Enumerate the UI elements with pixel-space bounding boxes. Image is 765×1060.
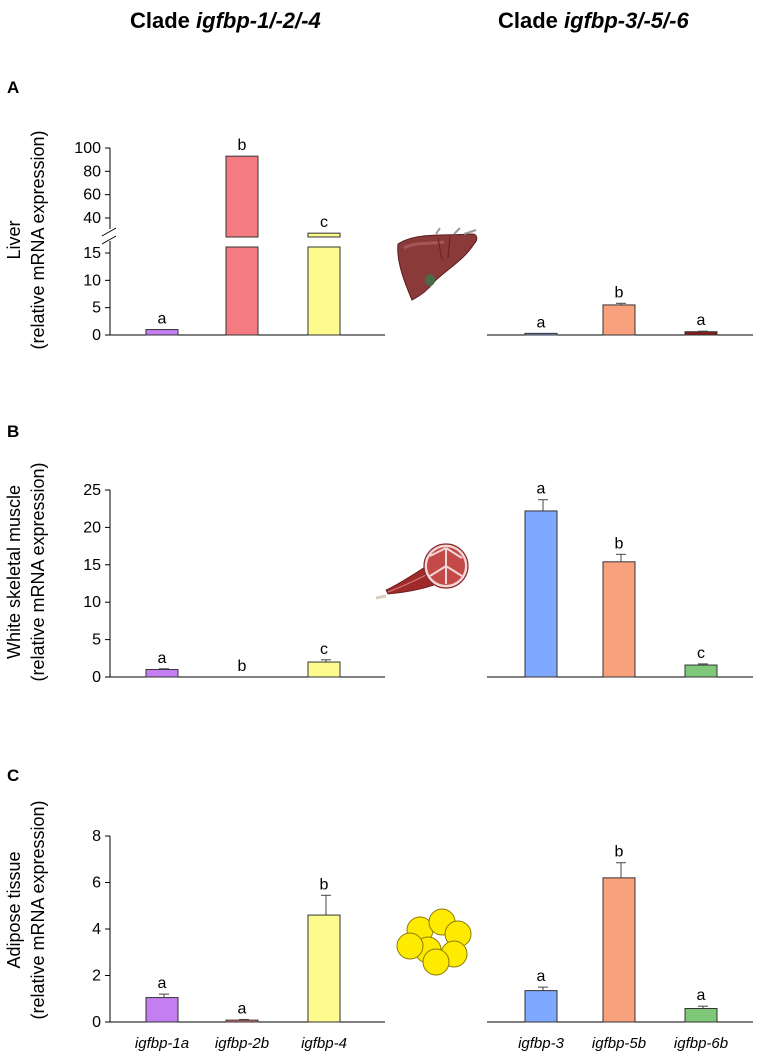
bar-igfbp-4	[307, 914, 341, 1023]
x-category-label: igfbp-5b	[592, 1035, 646, 1052]
bar-igfbp-2b	[225, 1019, 259, 1023]
bar-igfbp-1a	[145, 329, 179, 336]
bar-igfbp-3	[524, 510, 558, 678]
charts-layer: 0 5 10 15 40 60 80 100 a b c a b a 0 5 10 15 20 25 a b c a b c 0 2 4…	[74, 137, 753, 1052]
y-tick-label: 5	[92, 300, 101, 317]
y-tick-label: 80	[83, 163, 101, 180]
sig-letter: c	[320, 641, 328, 658]
ylabel-liver-unit: (relative mRNA expression)	[28, 130, 48, 349]
y-tick-label: 5	[92, 632, 101, 649]
x-category-label: igfbp-3	[518, 1035, 565, 1052]
muscle-illustration	[375, 543, 469, 600]
y-tick-label: 40	[83, 210, 101, 227]
panel-label-b: B	[7, 422, 19, 441]
sig-letter: c	[320, 214, 328, 231]
y-tick-label: 10	[83, 272, 101, 289]
ylabel-adipose: Adipose tissue	[4, 851, 24, 968]
sig-letter: c	[697, 645, 705, 662]
sig-letter: a	[158, 650, 167, 667]
bar-igfbp-6b	[684, 331, 718, 336]
bar-igfbp-4-lower	[307, 246, 341, 336]
sig-letter: b	[615, 284, 624, 301]
bar-igfbp-5b	[602, 877, 636, 1023]
bar-igfbp-1a	[145, 997, 179, 1023]
y-tick-label: 8	[92, 828, 101, 845]
y-tick-label: 25	[83, 482, 101, 499]
sig-letter: a	[537, 968, 546, 985]
ylabel-muscle-unit: (relative mRNA expression)	[28, 462, 48, 681]
y-tick-label: 100	[74, 140, 101, 157]
panel-label-a: A	[7, 78, 19, 97]
bar-igfbp-4-upper	[307, 232, 341, 238]
x-category-label: igfbp-1a	[135, 1035, 189, 1052]
bar-igfbp-6b	[684, 664, 718, 678]
left-clade-title: Clade igfbp-1/-2/-4	[130, 8, 321, 33]
x-category-label: igfbp-6b	[674, 1035, 728, 1052]
ylabel-liver: Liver	[4, 220, 24, 259]
panel-label-c: C	[7, 766, 19, 785]
sig-letter: a	[158, 975, 167, 992]
bar-igfbp-3	[524, 990, 558, 1023]
y-tick-label: 15	[83, 245, 101, 262]
sig-letter: b	[238, 137, 247, 154]
sig-letter: b	[615, 844, 624, 861]
right-clade-title: Clade igfbp-3/-5/-6	[498, 8, 689, 33]
bar-igfbp-2b-upper	[225, 155, 259, 238]
bar-igfbp-2b-lower	[225, 246, 259, 336]
liver-illustration	[397, 227, 478, 301]
sig-letter: a	[697, 312, 706, 329]
sig-letter: b	[238, 658, 247, 675]
y-tick-label: 15	[83, 557, 101, 574]
y-tick-label: 20	[83, 519, 101, 536]
y-tick-label: 2	[92, 968, 101, 985]
sig-letter: a	[697, 987, 706, 1004]
y-tick-label: 0	[92, 669, 101, 686]
ylabel-adipose-unit: (relative mRNA expression)	[28, 800, 48, 1019]
bar-igfbp-4	[307, 661, 341, 678]
sig-letter: a	[238, 1000, 247, 1017]
sig-letter: a	[537, 481, 546, 498]
y-tick-label: 6	[92, 875, 101, 892]
y-tick-label: 4	[92, 921, 101, 938]
bar-igfbp-5b	[602, 304, 636, 336]
y-tick-label: 0	[92, 327, 101, 344]
sig-letter: b	[615, 535, 624, 552]
x-category-label: igfbp-2b	[215, 1035, 269, 1052]
sig-letter: a	[158, 311, 167, 328]
y-tick-label: 60	[83, 187, 101, 204]
adipose-illustration	[396, 908, 472, 976]
bar-igfbp-1a	[145, 669, 179, 678]
ylabel-muscle: White skeletal muscle	[4, 485, 24, 659]
axis-break-mark	[101, 227, 117, 237]
bar-igfbp-5b	[602, 561, 636, 678]
bar-igfbp-3	[524, 332, 558, 336]
axis-break-mark	[101, 235, 117, 245]
y-tick-label: 10	[83, 594, 101, 611]
bar-igfbp-6b	[684, 1008, 718, 1023]
sig-letter: a	[537, 314, 546, 331]
sig-letter: b	[320, 876, 329, 893]
y-tick-label: 0	[92, 1014, 101, 1031]
x-category-label: igfbp-4	[301, 1035, 347, 1052]
